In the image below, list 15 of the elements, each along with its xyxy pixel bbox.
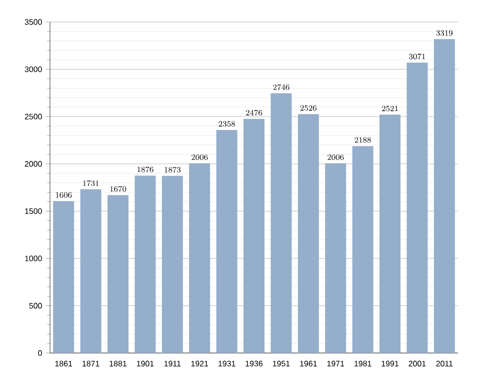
bar	[380, 114, 401, 353]
bar	[189, 163, 210, 353]
bar	[434, 39, 455, 353]
bar	[216, 130, 238, 353]
bar	[352, 146, 374, 353]
bar	[162, 176, 183, 353]
bar	[80, 189, 102, 353]
bar	[406, 62, 428, 353]
bar	[270, 93, 292, 353]
bar	[134, 176, 156, 353]
bar	[108, 195, 128, 353]
bar	[244, 118, 265, 353]
bar	[298, 114, 319, 353]
bar	[325, 163, 346, 353]
bar	[53, 201, 74, 353]
